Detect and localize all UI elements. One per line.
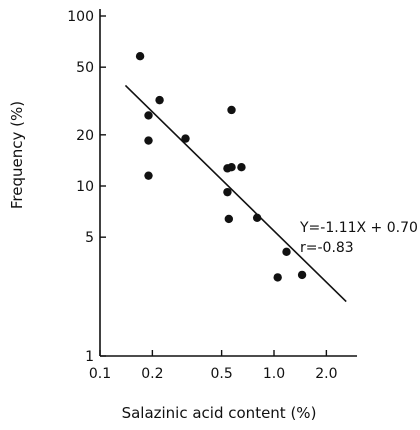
data-point — [144, 171, 153, 180]
regression-line-group — [124, 84, 347, 303]
y-tick-label: 20 — [76, 128, 94, 144]
axis-ticks: 1 5 10 20 50 100 0.1 0.2 0.5 1.0 2.0 — [67, 9, 337, 382]
data-point — [144, 136, 153, 145]
data-point — [223, 187, 232, 197]
y-tick-label: 5 — [85, 230, 94, 246]
data-point — [135, 52, 145, 61]
r-value-label: r=-0.83 — [300, 240, 354, 256]
y-tick-label: 1 — [85, 349, 94, 365]
data-point — [273, 273, 282, 282]
x-tick-label: 1.0 — [263, 366, 285, 382]
data-point — [252, 213, 262, 223]
y-tick-label: 10 — [76, 179, 94, 195]
x-axis-title: Salazinic acid content (%) — [122, 404, 317, 422]
data-point — [227, 105, 236, 115]
data-point — [282, 247, 291, 257]
data-point — [181, 134, 190, 143]
regression-line — [124, 84, 347, 303]
data-point — [237, 162, 246, 172]
data-point — [227, 162, 236, 172]
y-tick-label: 50 — [76, 60, 94, 76]
x-tick-label: 0.2 — [141, 366, 163, 382]
equation-label: Y=-1.11X + 0.70 — [299, 220, 418, 236]
data-point — [224, 214, 234, 224]
axes — [99, 8, 358, 357]
data-point — [155, 95, 164, 105]
data-points — [135, 52, 307, 282]
x-tick-label: 0.1 — [89, 366, 111, 382]
y-tick-label: 100 — [67, 9, 94, 25]
data-point — [297, 270, 307, 280]
x-tick-label: 0.5 — [210, 366, 232, 382]
y-axis-title: Frequency (%) — [8, 101, 26, 209]
x-tick-label: 2.0 — [315, 366, 337, 382]
data-point — [144, 111, 153, 120]
